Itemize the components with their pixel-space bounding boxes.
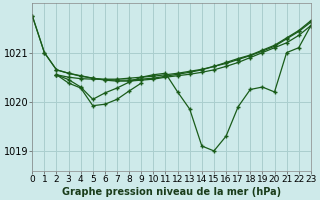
X-axis label: Graphe pression niveau de la mer (hPa): Graphe pression niveau de la mer (hPa) [62, 187, 281, 197]
